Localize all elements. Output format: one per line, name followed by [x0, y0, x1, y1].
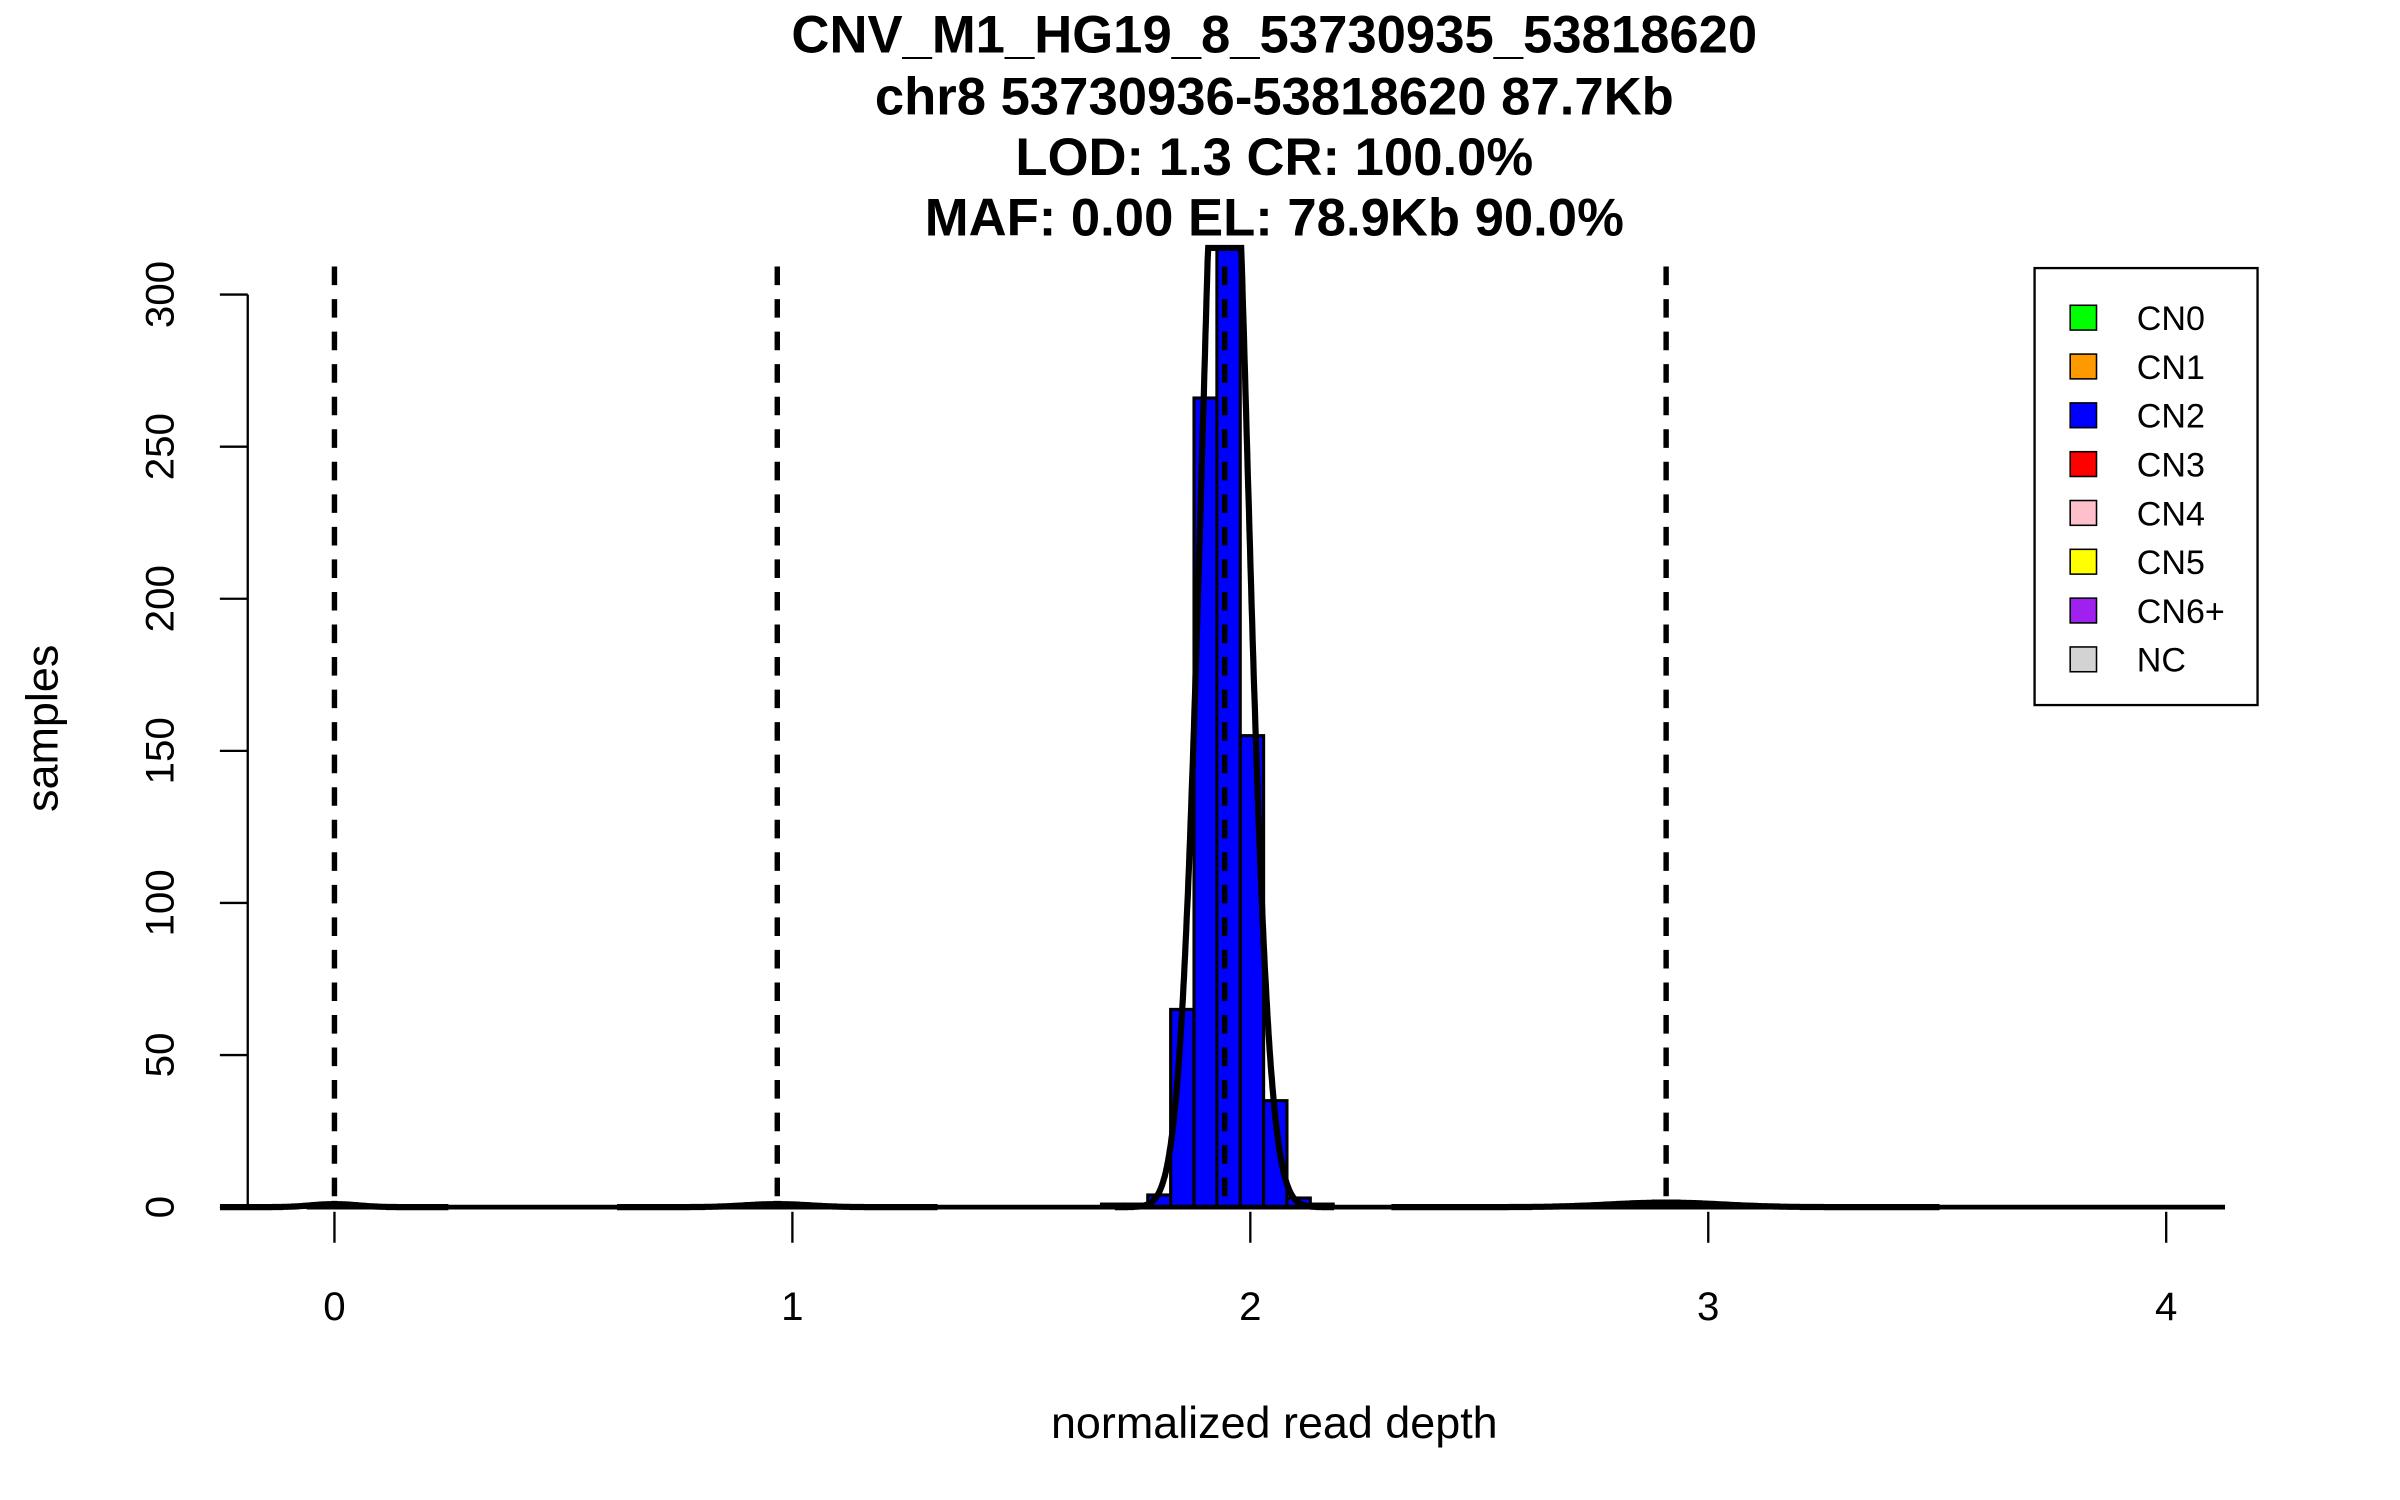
x-tick-label: 2: [1239, 1284, 1261, 1329]
histogram-bars: [1099, 246, 1335, 1209]
legend-label: NC: [2137, 642, 2186, 680]
title-line-1: CNV_M1_HG19_8_53730935_53818620: [791, 6, 1757, 65]
legend-label: CN5: [2137, 544, 2205, 582]
y-tick-label: 150: [137, 717, 182, 784]
x-axis: 0 1 2 3 4: [323, 1211, 2177, 1329]
histogram-bar: [1215, 246, 1242, 1209]
y-tick-label: 300: [137, 261, 182, 328]
legend-swatch: [2069, 353, 2098, 380]
legend: CN0 CN1 CN2 CN3 CN4 CN5 CN6+ NC: [2033, 266, 2259, 707]
fit-curves: [220, 244, 1940, 1211]
chart-title: CNV_M1_HG19_8_53730935_53818620 chr8 537…: [791, 6, 1757, 248]
legend-label: CN4: [2137, 495, 2205, 533]
y-axis-label: samples: [16, 645, 67, 812]
legend-label: CN2: [2137, 398, 2205, 436]
y-tick-label: 50: [137, 1033, 182, 1078]
legend-swatch: [2069, 597, 2098, 624]
legend-swatch: [2069, 402, 2098, 429]
legend-label: CN1: [2137, 349, 2205, 387]
legend-label: CN3: [2137, 446, 2205, 484]
legend-swatch: [2069, 450, 2098, 478]
y-axis: 0 50 100 150 200 250 300: [137, 261, 249, 1218]
title-line-3: LOD: 1.3 CR: 100.0%: [1015, 128, 1533, 187]
y-tick-label: 250: [137, 413, 182, 480]
legend-label: CN6+: [2137, 593, 2225, 631]
x-tick-label: 0: [323, 1284, 345, 1329]
x-tick-label: 1: [781, 1284, 803, 1329]
y-tick-label: 100: [137, 869, 182, 936]
x-tick-label: 3: [1697, 1284, 1719, 1329]
fit-curve: [1114, 244, 1335, 1211]
legend-swatch: [2069, 499, 2098, 527]
legend-label: CN0: [2137, 300, 2205, 338]
legend-swatch: [2069, 304, 2098, 331]
title-line-4: MAF: 0.00 EL: 78.9Kb 90.0%: [925, 189, 1624, 248]
legend-swatch: [2069, 548, 2098, 575]
legend-box: [2033, 266, 2259, 707]
copy-number-dashed-lines: [331, 266, 1669, 1208]
title-line-2: chr8 53730936-53818620 87.7Kb: [875, 68, 1674, 127]
y-tick-label: 200: [137, 565, 182, 632]
legend-swatch: [2069, 646, 2098, 673]
x-axis-label: normalized read depth: [1051, 1397, 1498, 1448]
x-tick-label: 4: [2155, 1284, 2177, 1329]
y-tick-label: 0: [137, 1196, 182, 1218]
